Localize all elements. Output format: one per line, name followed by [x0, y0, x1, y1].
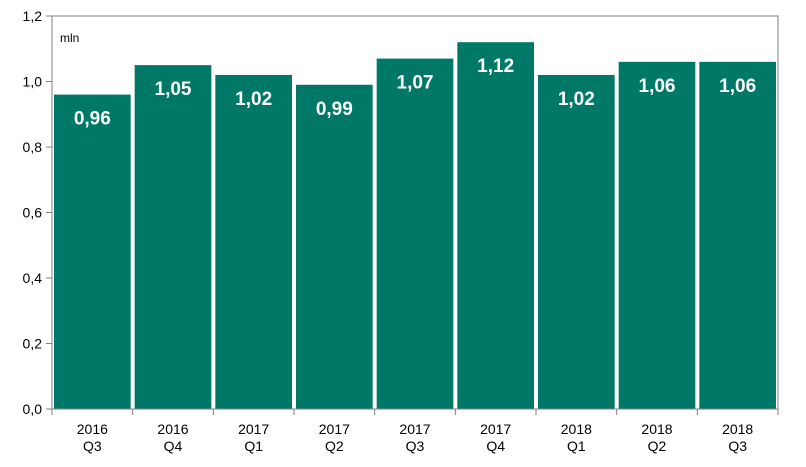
x-tick-label-year: 2017 [480, 421, 511, 437]
x-tick-label: 2017 Q2 [319, 421, 350, 454]
bar [538, 74, 615, 409]
bar-data-label: 1,02 [558, 89, 595, 110]
x-tick-label: 2017 Q3 [399, 421, 430, 454]
x-tick-label-year: 2018 [641, 421, 672, 437]
y-tick-label: 0,2 [23, 336, 43, 352]
x-tick-label-year: 2017 [399, 421, 430, 437]
y-tick-label: 0,4 [23, 270, 43, 286]
bar [54, 94, 131, 409]
unit-label: mln [60, 31, 79, 45]
x-tick-label: 2017 Q4 [480, 421, 511, 454]
x-tick-label-quarter: Q1 [244, 438, 263, 454]
bar [296, 84, 373, 410]
y-tick-label: 0,6 [23, 205, 43, 221]
x-tick-label: 2016 Q4 [157, 421, 188, 454]
x-tick-label-year: 2018 [561, 421, 592, 437]
bar-data-label: 0,96 [74, 109, 111, 130]
x-tick-label-year: 2017 [319, 421, 350, 437]
bar [699, 61, 776, 409]
bar [376, 58, 454, 409]
y-tick-label: 1,2 [23, 8, 43, 24]
x-tick-label-year: 2016 [77, 421, 108, 437]
bar-data-label: 1,06 [639, 76, 676, 97]
x-tick-label-year: 2017 [238, 421, 269, 437]
bar-data-label: 1,05 [155, 79, 192, 100]
bar [618, 61, 696, 409]
x-tick-label-quarter: Q2 [325, 438, 344, 454]
data-labels-group: 0,96 1,05 1,02 0,99 1,07 1,12 1,02 1,06 1,06 [74, 56, 756, 129]
x-tick-label-quarter: Q1 [567, 438, 586, 454]
bar [215, 74, 292, 409]
y-tick-label: 0,8 [23, 139, 43, 155]
y-axis: 0,0 0,2 0,4 0,6 0,8 1,0 1,2 [23, 8, 53, 417]
x-tick-label-quarter: Q4 [486, 438, 505, 454]
bar-data-label: 1,12 [477, 56, 514, 77]
x-tick-label: 2017 Q1 [238, 421, 269, 454]
bar-data-label: 1,07 [397, 73, 434, 94]
bar [457, 42, 534, 409]
bar [134, 65, 212, 409]
y-tick-label: 0,0 [23, 401, 43, 417]
x-tick-label: 2018 Q3 [722, 421, 753, 454]
x-tick-label: 2018 Q1 [561, 421, 592, 454]
x-tick-label: 2018 Q2 [641, 421, 672, 454]
bar-data-label: 0,99 [316, 99, 353, 120]
x-tick-label-quarter: Q2 [648, 438, 667, 454]
bar-data-label: 1,06 [719, 76, 756, 97]
x-tick-label-year: 2016 [157, 421, 188, 437]
y-tick-label: 1,0 [23, 74, 43, 90]
x-tick-label-quarter: Q4 [164, 438, 183, 454]
x-tick-label-year: 2018 [722, 421, 753, 437]
bar-data-label: 1,02 [235, 89, 272, 110]
bars-group [54, 42, 776, 410]
x-tick-label-quarter: Q3 [83, 438, 102, 454]
x-tick-label-quarter: Q3 [728, 438, 747, 454]
x-tick-label-quarter: Q3 [406, 438, 425, 454]
x-tick-label: 2016 Q3 [77, 421, 108, 454]
